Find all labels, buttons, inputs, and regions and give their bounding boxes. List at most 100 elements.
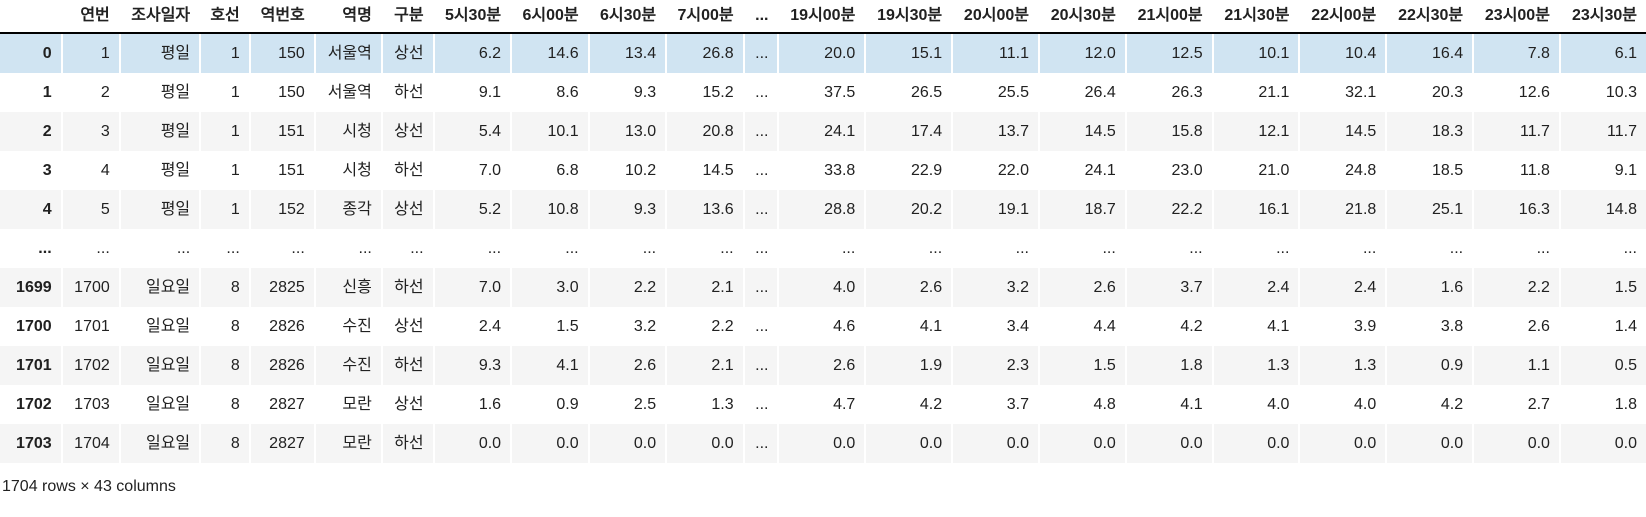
- table-row[interactable]: ........................................…: [0, 229, 1646, 268]
- table-cell: 0.0: [864, 424, 951, 463]
- table-cell: 22.9: [864, 151, 951, 190]
- table-row[interactable]: 1700 1701 일요일 8 2826 수진 상선 2.4 1.5 3.2 2.2... 4.6 4.…: [0, 307, 1646, 346]
- table-cell: 3.2: [951, 268, 1038, 307]
- table-cell: 1.9: [864, 346, 951, 385]
- table-cell: ...: [742, 424, 778, 463]
- table-cell: 1701: [60, 307, 119, 346]
- table-cell: 8: [199, 307, 249, 346]
- table-row[interactable]: 1699 1700 일요일 8 2825 신흥 하선 7.0 3.0 2.2 2.1... 4.0 2.…: [0, 268, 1646, 307]
- table-cell: 16.4: [1385, 34, 1472, 73]
- table-cell: 9.3: [587, 73, 666, 112]
- table-cell: 2.4: [432, 307, 511, 346]
- table-cell: 수진: [313, 346, 381, 385]
- table-cell: 9.1: [432, 73, 511, 112]
- table-cell: 2: [60, 73, 119, 112]
- column-header: 역번호: [248, 0, 314, 34]
- table-cell: 10.4: [1298, 34, 1385, 73]
- table-row[interactable]: 3 4 평일 1 151 시청 하선 7.0 6.8 10.2 14.5... 33.8 22.9 22.…: [0, 151, 1646, 190]
- table-cell: 11.8: [1472, 151, 1559, 190]
- table-cell: 2.7: [1472, 385, 1559, 424]
- table-cell: 4.1: [1124, 385, 1212, 424]
- table-cell: 6.2: [432, 34, 511, 73]
- table-cell: 13.0: [587, 112, 666, 151]
- table-cell: 3.0: [510, 268, 588, 307]
- table-cell: 8: [199, 424, 249, 463]
- table-cell: ...: [1558, 229, 1646, 268]
- table-row[interactable]: 1701 1702 일요일 8 2826 수진 하선 9.3 4.1 2.6 2.1... 2.6 1.…: [0, 346, 1646, 385]
- table-cell: 신흥: [313, 268, 381, 307]
- table-cell: 4: [60, 151, 119, 190]
- table-cell: 모란: [313, 424, 381, 463]
- column-header: ...: [742, 0, 778, 34]
- table-cell: 평일: [118, 112, 199, 151]
- table-cell: 4.2: [1124, 307, 1212, 346]
- table-cell: 1.8: [1124, 346, 1212, 385]
- table-cell: 1703: [60, 385, 119, 424]
- column-header: 21시30분: [1211, 0, 1299, 34]
- index-column-header: [0, 0, 61, 34]
- table-cell: 1700: [60, 268, 119, 307]
- table-cell: 0.0: [1385, 424, 1472, 463]
- table-cell: 15.8: [1124, 112, 1212, 151]
- column-header: 21시00분: [1124, 0, 1212, 34]
- table-header: 연번 조사일자 호선 역번호 역명 구분 5시30분 6시00분 6시30분 7시00분... 19…: [0, 0, 1646, 34]
- table-cell: 2.2: [1472, 268, 1559, 307]
- table-cell: 150: [248, 34, 314, 73]
- table-cell: 6.8: [510, 151, 588, 190]
- table-cell: 11.7: [1558, 112, 1646, 151]
- table-cell: 2.1: [665, 268, 743, 307]
- table-cell: 18.5: [1385, 151, 1472, 190]
- table-cell: 18.7: [1037, 190, 1125, 229]
- table-cell: ...: [742, 307, 778, 346]
- table-cell: 2826: [248, 307, 314, 346]
- table-cell: 9.3: [432, 346, 511, 385]
- table-cell: 15.1: [864, 34, 951, 73]
- table-cell: 하선: [380, 73, 433, 112]
- table-cell: ...: [1298, 229, 1385, 268]
- table-cell: 10.1: [1211, 34, 1299, 73]
- table-cell: 상선: [380, 385, 433, 424]
- column-header: 20시30분: [1037, 0, 1125, 34]
- table-row[interactable]: 4 5 평일 1 152 종각 상선 5.2 10.8 9.3 13.6... 28.8 20.2 19.…: [0, 190, 1646, 229]
- table-cell: 하선: [380, 424, 433, 463]
- dataframe-output: 연번 조사일자 호선 역번호 역명 구분 5시30분 6시00분 6시30분 7시00분... 19…: [0, 0, 1646, 495]
- table-cell: 일요일: [118, 307, 199, 346]
- table-cell: 28.8: [777, 190, 864, 229]
- table-cell: ...: [118, 229, 199, 268]
- table-row[interactable]: 0 1 평일 1 150 서울역 상선 6.2 14.6 13.4 26.8... 20.0 15.1 1…: [0, 34, 1646, 73]
- table-cell: 서울역: [313, 73, 381, 112]
- table-row[interactable]: 2 3 평일 1 151 시청 상선 5.4 10.1 13.0 20.8... 24.1 17.4 13…: [0, 112, 1646, 151]
- table-cell: 2.6: [1472, 307, 1559, 346]
- table-cell: 12.1: [1211, 112, 1299, 151]
- table-cell: 3.7: [951, 385, 1038, 424]
- table-cell: 일요일: [118, 268, 199, 307]
- table-row[interactable]: 1702 1703 일요일 8 2827 모란 상선 1.6 0.9 2.5 1.3... 4.7 4.…: [0, 385, 1646, 424]
- table-cell: 0.9: [1385, 346, 1472, 385]
- row-index-cell: 1: [42, 84, 52, 101]
- table-cell: 8: [199, 385, 249, 424]
- table-cell: 24.8: [1298, 151, 1385, 190]
- table-cell: 14.6: [510, 34, 588, 73]
- table-cell: 0.0: [1472, 424, 1559, 463]
- table-cell: 시청: [313, 112, 381, 151]
- table-cell: ...: [1037, 229, 1125, 268]
- table-cell: 24.1: [777, 112, 864, 151]
- table-cell: 21.0: [1211, 151, 1299, 190]
- table-cell: 1.3: [1298, 346, 1385, 385]
- table-row[interactable]: 1703 1704 일요일 8 2827 모란 하선 0.0 0.0 0.0 0.0... 0.0 0.…: [0, 424, 1646, 463]
- table-cell: ...: [951, 229, 1038, 268]
- table-cell: ...: [742, 73, 778, 112]
- table-cell: 10.8: [510, 190, 588, 229]
- table-cell: 1: [199, 34, 249, 73]
- table-cell: 2.5: [587, 385, 666, 424]
- table-cell: 20.0: [777, 34, 864, 73]
- table-cell: 26.8: [665, 34, 743, 73]
- table-cell: 1: [199, 73, 249, 112]
- table-cell: 16.3: [1472, 190, 1559, 229]
- table-row[interactable]: 1 2 평일 1 150 서울역 하선 9.1 8.6 9.3 15.2... 37.5 26.5 25.…: [0, 73, 1646, 112]
- table-cell: 25.1: [1385, 190, 1472, 229]
- table-cell: 5: [60, 190, 119, 229]
- column-header: 연번: [60, 0, 119, 34]
- column-header: 22시00분: [1298, 0, 1386, 34]
- table-cell: 2.6: [1037, 268, 1125, 307]
